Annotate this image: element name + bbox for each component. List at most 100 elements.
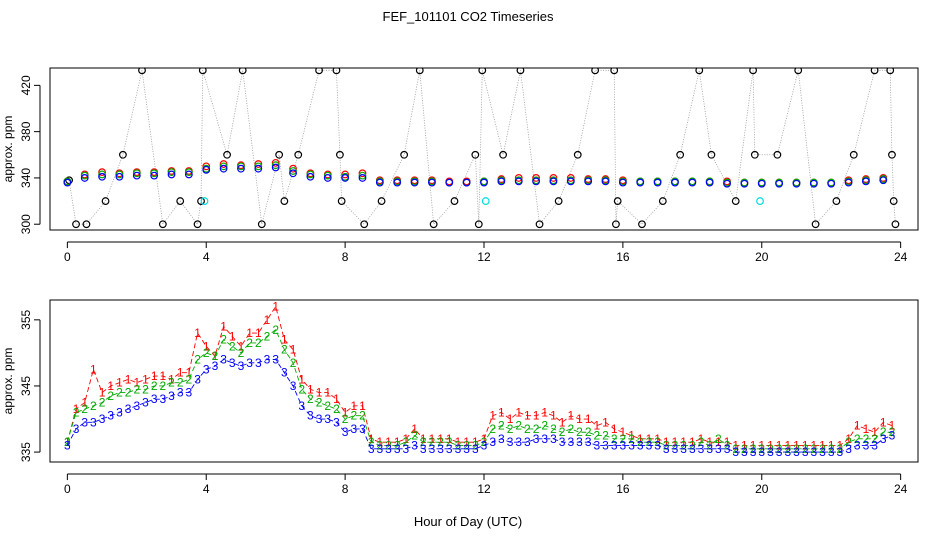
point-series-raw xyxy=(360,220,369,229)
symbol-series-1: 1 xyxy=(732,438,739,452)
point-series-raw xyxy=(400,150,409,159)
symbol-series-2: 2 xyxy=(810,442,817,456)
point-series-3 xyxy=(323,174,332,182)
symbol-series-3: 3 xyxy=(646,438,653,452)
y-tick-label: 380 xyxy=(19,121,33,141)
symbol-series-2: 2 xyxy=(819,442,826,456)
line-series-1 xyxy=(66,305,893,446)
symbol-series-1: 1 xyxy=(333,392,340,406)
symbol-series-2: 2 xyxy=(429,435,436,449)
point-series-3 xyxy=(566,177,575,186)
symbol-series-3: 3 xyxy=(255,356,262,370)
symbol-series-2: 2 xyxy=(455,438,462,452)
point-series-3 xyxy=(428,178,436,187)
symbol-series-3: 3 xyxy=(767,445,774,459)
point-series-1 xyxy=(202,162,211,171)
symbol-series-1: 1 xyxy=(802,438,809,452)
symbol-series-3: 3 xyxy=(350,422,357,436)
point-series-3 xyxy=(844,178,853,187)
point-series-3 xyxy=(740,179,749,188)
symbol-series-3: 3 xyxy=(203,362,210,376)
symbol-series-3: 3 xyxy=(863,438,870,452)
symbol-series-3: 3 xyxy=(533,432,540,446)
symbol-series-2: 2 xyxy=(238,346,245,360)
symbol-series-2: 2 xyxy=(515,419,522,433)
symbol-series-2: 2 xyxy=(498,419,505,433)
symbol-series-1: 1 xyxy=(168,372,175,386)
point-series-2 xyxy=(115,170,124,179)
symbol-series-2: 2 xyxy=(212,349,219,363)
symbol-series-1: 1 xyxy=(298,372,305,386)
point-series-3 xyxy=(757,179,766,188)
point-series-raw xyxy=(889,197,898,205)
point-series-raw xyxy=(198,68,207,75)
symbol-series-2: 2 xyxy=(854,432,861,446)
symbol-series-2: 2 xyxy=(472,438,479,452)
point-series-3 xyxy=(98,172,106,181)
symbol-series-3: 3 xyxy=(264,353,271,367)
symbol-series-1: 1 xyxy=(316,386,323,400)
point-series-raw xyxy=(315,68,323,75)
symbol-series-3: 3 xyxy=(654,438,661,452)
symbol-series-2: 2 xyxy=(359,409,366,423)
symbol-series-1: 1 xyxy=(125,372,132,386)
symbol-series-3: 3 xyxy=(819,445,826,459)
line-series-3 xyxy=(66,359,893,453)
y-tick-label: 355 xyxy=(19,310,33,330)
point-series-2 xyxy=(132,169,141,178)
symbol-series-2: 2 xyxy=(324,399,331,413)
symbol-series-3: 3 xyxy=(420,442,427,456)
symbol-series-2: 2 xyxy=(272,323,279,337)
point-series-raw xyxy=(832,197,841,205)
symbol-series-2: 2 xyxy=(646,435,653,449)
symbol-series-2: 2 xyxy=(463,438,470,452)
symbol-series-3: 3 xyxy=(680,442,687,456)
symbol-series-3: 3 xyxy=(550,432,557,446)
symbol-series-2: 2 xyxy=(186,372,193,386)
symbol-series-2: 2 xyxy=(342,412,349,426)
point-series-3 xyxy=(167,170,176,179)
symbol-series-3: 3 xyxy=(541,432,548,446)
symbol-series-3: 3 xyxy=(880,432,887,446)
symbol-series-3: 3 xyxy=(298,399,305,413)
point-series-3 xyxy=(202,165,211,174)
point-series-raw xyxy=(573,150,582,159)
symbol-series-1: 1 xyxy=(611,422,618,436)
symbol-series-2: 2 xyxy=(81,402,88,416)
x-tick-label: 0 xyxy=(64,482,71,496)
symbol-series-1: 1 xyxy=(689,435,696,449)
symbol-series-1: 1 xyxy=(672,435,679,449)
symbol-series-1: 1 xyxy=(567,409,574,423)
symbol-series-3: 3 xyxy=(741,445,748,459)
point-series-3 xyxy=(445,178,454,187)
symbol-series-2: 2 xyxy=(481,435,488,449)
symbol-series-1: 1 xyxy=(776,438,783,452)
point-series-3 xyxy=(671,178,679,187)
symbol-series-1: 1 xyxy=(99,386,106,400)
point-series-raw xyxy=(535,220,544,229)
point-series-3 xyxy=(827,179,836,188)
symbol-series-1: 1 xyxy=(628,429,635,443)
point-series-3 xyxy=(219,164,228,173)
point-series-raw xyxy=(516,68,525,75)
x-tick-label: 24 xyxy=(894,482,908,496)
symbol-series-2: 2 xyxy=(654,435,661,449)
symbol-series-3: 3 xyxy=(212,359,219,373)
symbol-series-1: 1 xyxy=(194,326,201,340)
symbol-series-3: 3 xyxy=(724,442,731,456)
point-series-raw xyxy=(176,197,185,205)
symbol-series-2: 2 xyxy=(376,438,383,452)
point-series-raw xyxy=(888,150,896,159)
point-series-3 xyxy=(184,170,193,179)
symbol-series-2: 2 xyxy=(715,432,722,446)
point-series-2 xyxy=(184,168,193,177)
point-series-3 xyxy=(80,174,89,182)
point-series-3 xyxy=(237,164,245,173)
symbol-series-1: 1 xyxy=(637,432,644,446)
point-series-raw xyxy=(415,68,424,75)
symbol-series-2: 2 xyxy=(837,442,844,456)
point-series-raw xyxy=(280,197,289,205)
symbol-series-3: 3 xyxy=(220,353,227,367)
symbol-series-1: 1 xyxy=(585,412,592,426)
